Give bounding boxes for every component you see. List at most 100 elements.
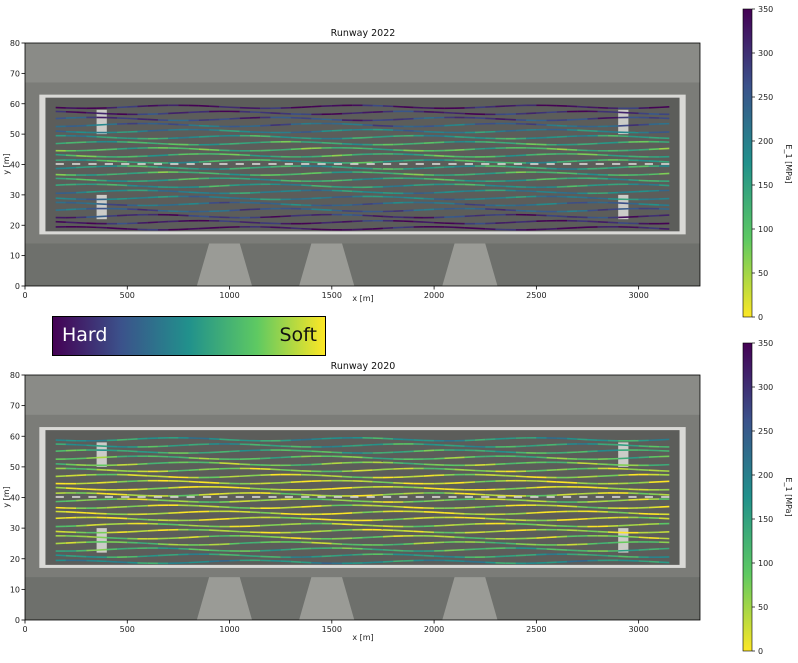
track-segment: [495, 450, 506, 453]
centerline-dash: [546, 162, 555, 165]
measurement-track: [55, 443, 670, 448]
track-segment: [577, 184, 588, 187]
track-segment: [76, 511, 87, 514]
track-segment: [536, 456, 547, 459]
track-segment: [198, 148, 210, 151]
track-segment: [372, 148, 383, 151]
track-segment: [567, 481, 578, 484]
track-segment: [648, 548, 660, 551]
track-segment: [413, 554, 424, 557]
centerline-dash: [153, 162, 163, 165]
centerline-dash: [252, 495, 261, 498]
y-tick-label: 70: [10, 69, 20, 78]
centerline-dash: [366, 162, 375, 165]
track-segment: [178, 524, 189, 527]
x-tick-label: 2500: [526, 291, 546, 300]
track-segment: [209, 172, 220, 175]
track-segment: [403, 209, 414, 212]
track-segment: [628, 124, 639, 127]
track-segment: [434, 443, 445, 446]
track-segment: [76, 166, 87, 169]
track-segment: [659, 493, 670, 496]
measurement-track: [55, 225, 670, 231]
track-segment: [577, 505, 588, 509]
track-segment: [362, 547, 373, 551]
track-segment: [505, 129, 516, 132]
track-segment: [454, 202, 465, 206]
track-segment: [597, 208, 608, 211]
measurement-track: [55, 467, 670, 473]
track-segment: [659, 184, 670, 187]
centerline-dash: [628, 495, 637, 498]
track-segment: [413, 449, 424, 453]
centerline-dash: [382, 495, 392, 498]
track-segment: [55, 463, 66, 466]
track-segment: [96, 190, 107, 193]
track-segment: [321, 555, 332, 558]
track-segment: [556, 215, 568, 218]
track-segment: [659, 505, 670, 508]
track-segment: [526, 166, 537, 169]
track-segment: [280, 468, 291, 472]
track-segment: [393, 438, 404, 441]
track-segment: [65, 141, 77, 144]
track-segment: [65, 554, 77, 558]
track-segment: [515, 499, 527, 502]
centerline-dash: [661, 162, 670, 165]
centerline-dash: [644, 162, 653, 165]
centerline-dash: [448, 162, 457, 165]
track-segment: [311, 450, 322, 453]
colorbar-2020: 0 50 100 150 200 250 300 350: [742, 339, 773, 656]
measurement-track: [55, 171, 670, 176]
track-segment: [178, 111, 189, 114]
measurement-track: [55, 213, 670, 219]
track-segment: [86, 111, 97, 115]
track-segment: [270, 179, 281, 182]
track-segment: [270, 112, 281, 115]
track-segment: [638, 523, 649, 526]
track-segment: [485, 530, 496, 533]
taxiway-connector-2: [442, 243, 498, 286]
track-segment: [157, 475, 169, 478]
track-segment: [577, 172, 588, 175]
track-segment: [137, 530, 148, 533]
track-segment: [372, 468, 383, 471]
track-segment: [505, 154, 516, 157]
track-segment: [567, 160, 578, 163]
track-segment: [198, 560, 210, 563]
track-segment: [178, 536, 189, 539]
centerline-dash: [579, 162, 588, 165]
track-segment: [464, 148, 476, 151]
centerline-dash: [481, 162, 490, 165]
x-tick-label: 0: [22, 291, 27, 300]
track-segment: [567, 226, 578, 229]
track-segment: [260, 499, 271, 502]
track-segment: [659, 106, 670, 109]
track-segment: [536, 203, 547, 206]
centerline-dash: [72, 495, 81, 498]
track-segment: [249, 166, 261, 169]
track-segment: [648, 160, 660, 163]
centerline-dash: [219, 162, 228, 165]
centerline-dash: [235, 495, 244, 498]
centerline-dash: [202, 162, 212, 165]
track-segment: [546, 147, 557, 150]
track-segment: [137, 141, 148, 144]
track-segment: [188, 456, 199, 460]
measurement-track: [55, 522, 670, 528]
measurement-track: [55, 165, 670, 170]
centerline-dash: [137, 162, 146, 165]
track-segment: [372, 135, 383, 139]
centerline-dash: [202, 495, 212, 498]
track-segment: [597, 130, 608, 133]
track-segment: [618, 166, 629, 169]
apron-area-top: [25, 375, 700, 415]
threshold-marking-top-1: [618, 109, 629, 135]
track-segment: [556, 481, 568, 484]
track-segment: [260, 111, 271, 114]
centerline-dash: [137, 495, 146, 498]
track-segment: [331, 221, 343, 224]
track-segment: [474, 227, 486, 230]
track-segment: [474, 493, 486, 496]
